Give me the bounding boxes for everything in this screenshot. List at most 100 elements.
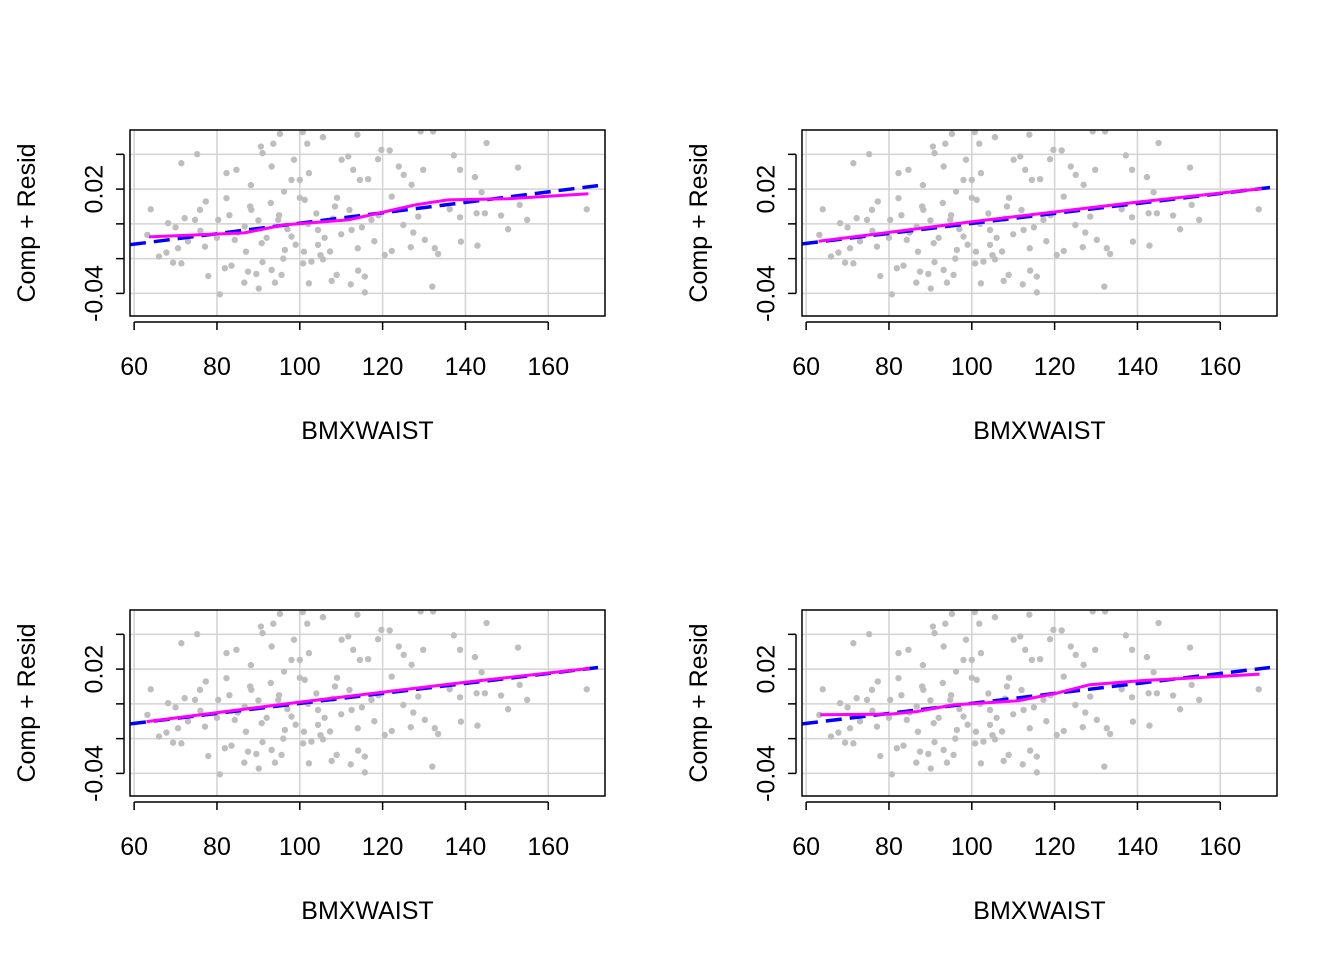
data-point	[242, 248, 250, 255]
data-point	[844, 704, 851, 711]
data-point	[863, 696, 871, 704]
data-point	[1033, 289, 1041, 296]
data-point	[1040, 696, 1047, 704]
data-point	[905, 646, 912, 654]
data-point	[816, 231, 823, 239]
data-point	[1072, 171, 1079, 179]
x-tick-label: 100	[951, 353, 993, 381]
data-point	[241, 759, 248, 766]
data-point	[213, 714, 221, 721]
data-point	[940, 643, 947, 650]
data-point	[450, 152, 458, 159]
data-point	[178, 740, 185, 747]
x-tick-label: 120	[1034, 353, 1076, 381]
data-point	[400, 701, 407, 709]
x-axis-label: BMXWAIST	[973, 897, 1105, 925]
data-point	[1087, 693, 1094, 700]
data-point	[929, 623, 937, 630]
data-point	[893, 264, 901, 272]
data-point	[299, 260, 307, 267]
data-point	[202, 678, 209, 685]
data-point	[301, 196, 308, 204]
data-point	[446, 206, 453, 213]
data-point	[930, 719, 937, 727]
data-point	[314, 226, 322, 234]
data-point	[429, 283, 436, 290]
data-point	[1118, 206, 1125, 213]
data-point	[197, 707, 204, 715]
data-point	[407, 723, 414, 731]
points	[144, 610, 590, 778]
data-point	[474, 242, 481, 249]
data-point	[1003, 203, 1011, 210]
data-point	[483, 139, 490, 147]
data-point	[296, 194, 303, 201]
data-point	[178, 260, 185, 267]
data-point	[1129, 238, 1137, 245]
data-point	[429, 130, 437, 135]
data-point	[819, 686, 826, 693]
data-point	[931, 149, 938, 157]
data-point	[1026, 725, 1033, 732]
data-point	[1053, 731, 1060, 739]
data-point	[270, 620, 277, 627]
data-point	[1146, 242, 1153, 249]
data-point	[338, 231, 345, 238]
data-point	[241, 223, 248, 230]
data-point	[827, 253, 835, 260]
data-point	[417, 130, 424, 135]
data-point	[321, 714, 328, 721]
data-point	[276, 610, 284, 618]
data-point	[980, 258, 987, 265]
data-point	[1176, 226, 1184, 233]
data-point	[197, 227, 204, 235]
data-point	[358, 704, 366, 711]
x-tick-label: 80	[203, 833, 231, 861]
data-point	[1026, 131, 1033, 138]
data-point	[288, 713, 295, 720]
panel-4: 60 80 100 120 140 160 BMXWAIST -0.04 0.02 Comp + …	[685, 609, 1278, 925]
data-point	[903, 716, 910, 724]
data-point	[989, 251, 996, 259]
data-point	[300, 728, 308, 735]
data-point	[873, 243, 881, 250]
data-point	[865, 150, 873, 158]
data-point	[1089, 130, 1096, 135]
data-point	[319, 133, 327, 141]
data-point	[874, 198, 881, 205]
data-point	[929, 143, 937, 150]
data-point	[836, 699, 844, 707]
data-point	[338, 156, 345, 163]
data-point	[844, 224, 851, 231]
data-point	[1010, 636, 1017, 643]
data-point	[429, 610, 437, 615]
data-point	[927, 765, 934, 772]
data-point	[1101, 130, 1109, 135]
data-point	[223, 194, 230, 202]
data-point	[299, 130, 306, 136]
panel-2: 60 80 100 120 140 160 BMXWAIST -0.04 0.02 Comp + …	[685, 129, 1278, 445]
data-point	[888, 771, 896, 778]
data-point	[290, 156, 298, 163]
y-axis-label: Comp + Resid	[685, 143, 713, 302]
data-point	[1005, 194, 1013, 201]
data-point	[885, 234, 893, 241]
data-point	[927, 697, 934, 704]
plot-frame	[801, 609, 1278, 797]
data-point	[374, 636, 382, 643]
data-point	[350, 166, 357, 174]
data-point	[1079, 243, 1086, 251]
data-point	[356, 176, 364, 184]
plot-frame	[801, 129, 1278, 317]
data-point	[174, 245, 182, 252]
data-point	[268, 266, 275, 274]
data-point	[155, 253, 163, 260]
data-point	[971, 130, 978, 136]
data-point	[1050, 626, 1057, 634]
data-point	[985, 690, 992, 697]
data-point	[918, 203, 926, 210]
data-point	[267, 679, 275, 687]
data-point	[255, 697, 262, 704]
data-point	[354, 725, 361, 732]
data-point	[221, 744, 229, 752]
